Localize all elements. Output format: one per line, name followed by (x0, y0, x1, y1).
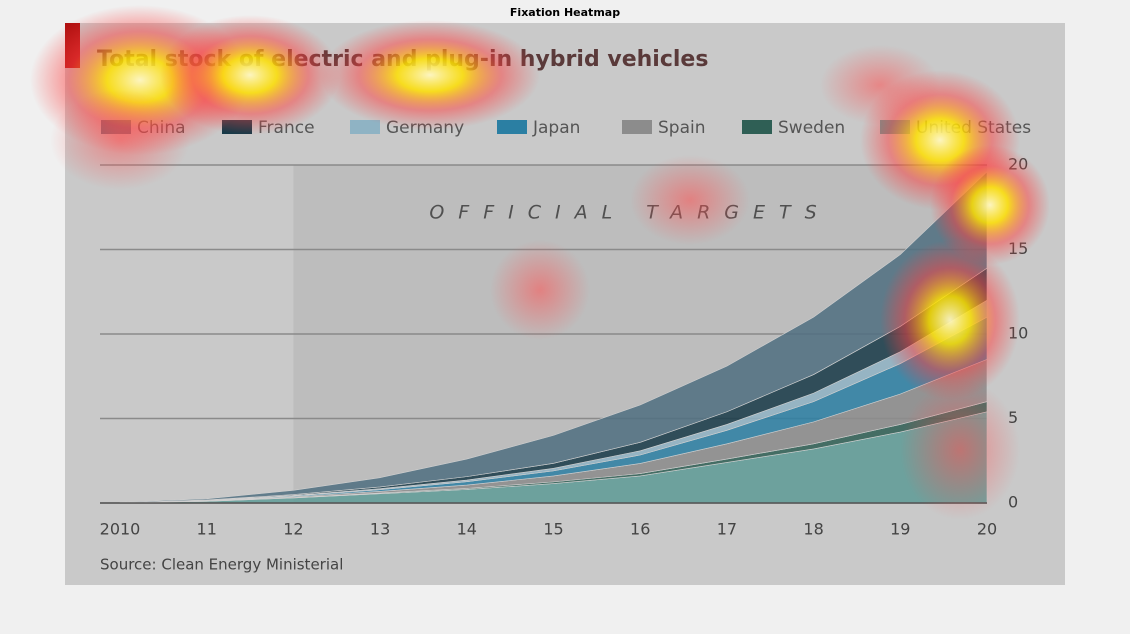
heatmap-overlay (30, 5, 1050, 520)
legend-swatch (497, 120, 527, 134)
x-tick-label: 16 (630, 520, 650, 539)
fixation-blob (630, 155, 750, 245)
page-title: Fixation Heatmap (510, 6, 620, 19)
fixation-blob (930, 145, 1050, 265)
fixation-blob (900, 380, 1020, 520)
fixation-blob (820, 45, 940, 125)
x-tick-label: 19 (890, 520, 910, 539)
source: Source: Clean Energy Ministerial (100, 556, 343, 574)
x-tick-label: 17 (717, 520, 737, 539)
fixation-blob (320, 20, 540, 130)
fixation-blob (880, 240, 1020, 400)
x-tick-label: 2010 (100, 520, 141, 539)
legend-label: Spain (658, 118, 706, 138)
legend-label: Sweden (778, 118, 845, 138)
legend-swatch (622, 120, 652, 134)
legend-swatch (350, 120, 380, 134)
fixation-blob (160, 15, 340, 135)
x-tick-label: 14 (457, 520, 477, 539)
x-tick-label: 15 (543, 520, 563, 539)
fixation-blob (490, 240, 590, 340)
x-tick-label: 18 (803, 520, 823, 539)
x-tick-label: 20 (977, 520, 997, 539)
legend-label: Japan (532, 118, 580, 138)
x-tick-label: 11 (197, 520, 217, 539)
x-tick-label: 12 (283, 520, 303, 539)
y-tick-label: 0 (1008, 493, 1018, 512)
legend-swatch (742, 120, 772, 134)
x-tick-label: 13 (370, 520, 390, 539)
fixation-blob (50, 90, 190, 190)
